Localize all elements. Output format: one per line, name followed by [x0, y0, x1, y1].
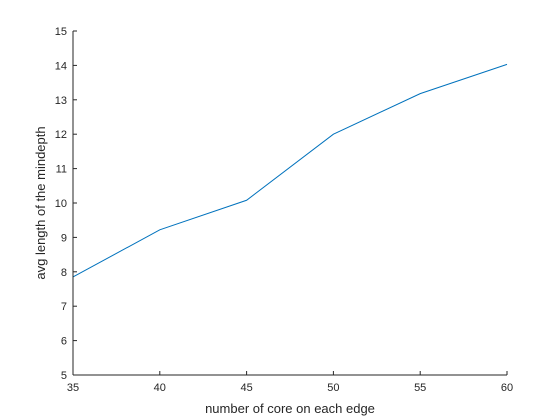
x-axis-ticks: 35 40 45 50 55 60 [67, 371, 513, 394]
x-tick-label: 55 [414, 382, 426, 394]
y-tick-label: 6 [61, 336, 67, 348]
x-tick-label: 45 [240, 382, 252, 394]
x-tick-label: 60 [501, 382, 513, 394]
x-axis-label: number of core on each edge [205, 401, 375, 416]
series-line [72, 63, 508, 278]
y-tick-label: 14 [55, 60, 67, 72]
series-layer [72, 63, 508, 278]
y-tick-label: 13 [55, 95, 67, 107]
y-axis-ticks: 5 6 7 8 9 10 11 12 13 14 15 [55, 26, 77, 382]
y-tick-label: 5 [61, 370, 67, 382]
x-tick-label: 35 [67, 382, 79, 394]
y-tick-label: 10 [55, 198, 67, 210]
x-tick-label: 40 [154, 382, 166, 394]
y-tick-label: 15 [55, 26, 67, 38]
y-tick-label: 7 [61, 301, 67, 313]
y-tick-label: 11 [56, 164, 67, 176]
y-axis-label: avg length of the mindepth [33, 126, 48, 279]
y-tick-label: 8 [61, 267, 67, 279]
x-tick-label: 50 [327, 382, 339, 394]
y-tick-label: 12 [55, 129, 67, 141]
y-tick-label: 9 [61, 232, 67, 244]
